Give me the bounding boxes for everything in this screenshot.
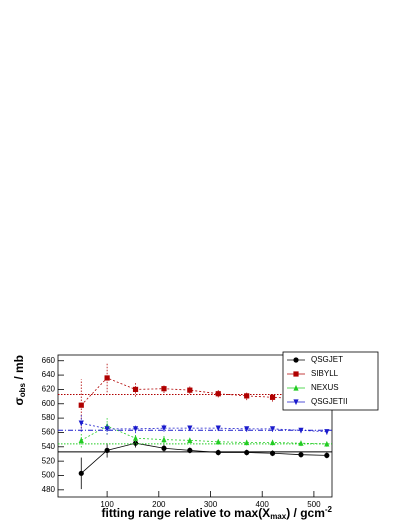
- x-tick-label: 100: [100, 500, 114, 509]
- y-tick-label: 620: [42, 385, 56, 394]
- point: [269, 394, 276, 400]
- y-axis-label: σobs / mb: [12, 355, 27, 405]
- legend-label: QSGJETII: [311, 397, 347, 406]
- point: [298, 440, 304, 446]
- point: [324, 440, 330, 447]
- series-line: [80, 442, 327, 474]
- legend-marker: [293, 371, 299, 377]
- point: [161, 386, 167, 392]
- point: [78, 470, 84, 476]
- point: [298, 427, 304, 434]
- point: [78, 437, 84, 443]
- point: [324, 429, 330, 435]
- point: [298, 452, 304, 458]
- point: [187, 387, 193, 393]
- plot-frame: [57, 354, 333, 498]
- series-line: [80, 377, 327, 406]
- point: [104, 375, 110, 381]
- x-tick-label: 200: [152, 500, 166, 509]
- point: [269, 450, 276, 456]
- x-label-rest: ) / gcm: [286, 506, 325, 520]
- y-tick-label: 540: [42, 442, 56, 451]
- point: [187, 425, 193, 432]
- point: [161, 436, 167, 443]
- point: [132, 435, 139, 441]
- y-tick-label: 600: [42, 399, 56, 408]
- x-tick-label: 300: [204, 500, 218, 509]
- x-tick-label: 500: [307, 500, 321, 509]
- point: [132, 440, 139, 446]
- point: [324, 452, 330, 459]
- point: [104, 426, 110, 432]
- legend-marker: [293, 399, 299, 406]
- point: [187, 447, 193, 453]
- x-label-main: fitting range relative to max(X: [101, 506, 270, 520]
- y-label-rest: / mb: [12, 355, 26, 383]
- legend-label: SIBYLL: [311, 369, 339, 378]
- point: [244, 426, 250, 432]
- x-tick-label: 400: [256, 500, 270, 509]
- point: [161, 425, 167, 432]
- y-tick-label: 640: [42, 370, 56, 379]
- point: [215, 449, 221, 456]
- point: [269, 439, 276, 446]
- y-label-symbol: σ: [12, 397, 26, 405]
- series-line: [81, 422, 327, 433]
- y-tick-label: 520: [42, 456, 56, 465]
- legend-marker: [293, 384, 299, 391]
- y-tick-label: 500: [42, 471, 56, 480]
- point: [244, 393, 250, 399]
- point: [269, 426, 276, 432]
- point: [161, 445, 167, 451]
- y-tick-label: 660: [42, 356, 56, 365]
- y-tick-label: 480: [42, 485, 56, 494]
- point: [78, 420, 84, 427]
- series-line: [81, 425, 327, 445]
- point: [215, 391, 221, 397]
- x-axis-label: fitting range relative to max(Xmax) / gc…: [101, 505, 332, 521]
- legend-marker: [293, 357, 299, 363]
- legend-label: NEXUS: [311, 383, 339, 392]
- point: [132, 426, 139, 432]
- legend-box: [282, 351, 379, 411]
- point: [244, 449, 250, 456]
- point: [78, 402, 84, 408]
- legend-label: QSGJET: [311, 355, 343, 364]
- y-label-sub: obs: [18, 382, 27, 397]
- x-label-sub: max: [270, 512, 287, 521]
- point: [215, 425, 221, 432]
- point: [104, 447, 110, 453]
- point: [215, 438, 221, 445]
- y-tick-label: 560: [42, 428, 56, 437]
- x-label-sup: -2: [325, 505, 333, 514]
- point: [244, 439, 250, 446]
- point: [187, 437, 193, 443]
- y-tick-label: 580: [42, 413, 56, 422]
- point: [132, 386, 139, 393]
